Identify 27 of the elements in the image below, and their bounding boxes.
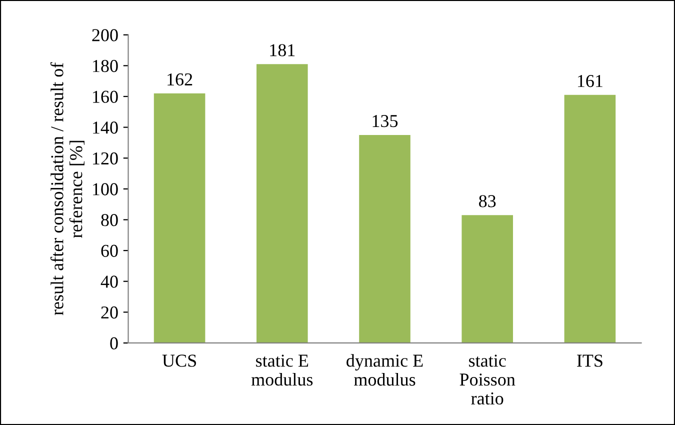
bar xyxy=(359,134,410,343)
y-tick-label: 20 xyxy=(101,306,118,319)
y-tick-label: 80 xyxy=(101,214,118,226)
y-tick-label: 160 xyxy=(93,90,118,103)
bar xyxy=(564,94,616,343)
y-axis-title: result after consolidation / result of reference [%] xyxy=(50,62,84,316)
data-label: 161 xyxy=(578,74,602,88)
x-tick-label: UCS xyxy=(162,354,196,367)
y-tick-label: 120 xyxy=(93,152,118,165)
y-tick-label: 140 xyxy=(93,122,118,134)
data-label: 83 xyxy=(479,195,496,208)
y-tick-label: 200 xyxy=(92,29,118,42)
y-tick-label: 60 xyxy=(101,244,118,257)
x-tick-label: dynamic E modulus xyxy=(346,354,423,386)
data-label: 135 xyxy=(372,115,398,128)
bar xyxy=(154,93,206,343)
data-label: 162 xyxy=(168,73,192,86)
y-tick-label: 0 xyxy=(110,337,118,350)
x-tick-label: ITS xyxy=(577,354,602,367)
bar xyxy=(462,215,513,343)
x-tick-label: static Poisson ratio xyxy=(460,354,516,405)
y-tick-label: 40 xyxy=(100,276,118,288)
y-tick-label: 100 xyxy=(93,183,118,196)
bar xyxy=(256,64,308,343)
y-tick-label: 180 xyxy=(93,60,118,72)
data-label: 181 xyxy=(270,44,295,56)
x-tick-label: static E modulus xyxy=(251,354,313,386)
